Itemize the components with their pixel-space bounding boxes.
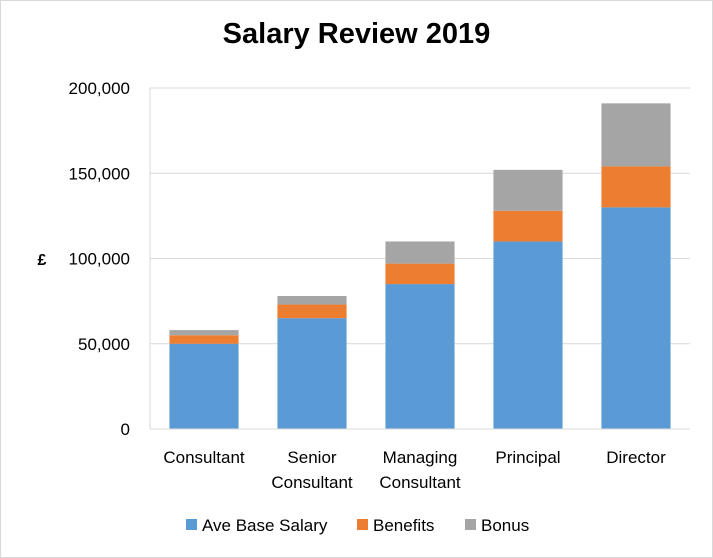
bar-segment [277, 296, 347, 305]
bar-segment [277, 318, 347, 429]
x-category-label: Managing [383, 448, 458, 467]
bar-segment [169, 335, 239, 344]
x-category-label: Senior [287, 448, 336, 467]
bar-segment [277, 304, 347, 319]
y-axis-label: £ [38, 252, 47, 269]
legend-label: Ave Base Salary [202, 516, 328, 535]
legend-label: Benefits [373, 516, 434, 535]
bar-segment [601, 166, 671, 208]
bar-segment [601, 103, 671, 167]
x-category-label: Principal [495, 448, 560, 467]
x-category-label: Director [606, 448, 666, 467]
x-category-label: Consultant [271, 473, 353, 492]
bar-segment [169, 343, 239, 429]
legend-swatch [186, 519, 197, 530]
bars [169, 103, 671, 429]
bar-segment [385, 284, 455, 429]
y-tick-label: 200,000 [69, 79, 130, 98]
axes: 0 50,000 100,000 150,000 200,000 £ Consultant S… [38, 79, 690, 492]
x-category-label: Consultant [379, 473, 461, 492]
y-tick-label: 100,000 [69, 250, 130, 269]
bar-segment [385, 263, 455, 285]
bar-segment [169, 330, 239, 336]
bar-segment [493, 169, 563, 211]
legend-swatch [357, 519, 368, 530]
legend: Ave Base Salary Benefits Bonus [186, 516, 529, 535]
chart-title: Salary Review 2019 [222, 18, 491, 50]
legend-label: Bonus [481, 516, 529, 535]
y-tick-label: 50,000 [78, 335, 130, 354]
bar-segment [493, 241, 563, 429]
x-category-label: Consultant [163, 448, 245, 467]
y-tick-label: 150,000 [69, 164, 130, 183]
legend-swatch [465, 519, 476, 530]
y-tick-label: 0 [121, 420, 130, 439]
bar-segment [385, 241, 455, 264]
bar-segment [601, 207, 671, 429]
bar-segment [493, 210, 563, 242]
